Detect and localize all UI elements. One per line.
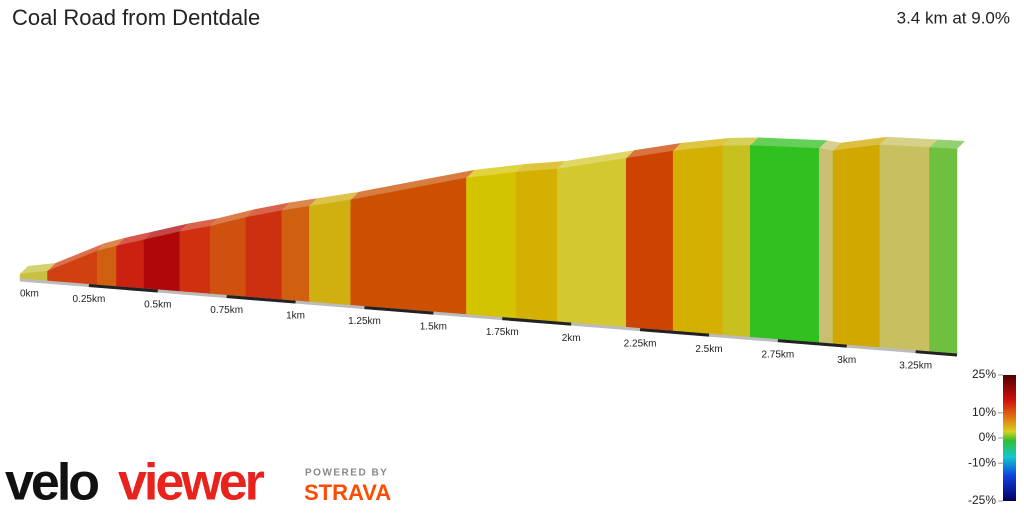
subtitle: 3.4 km at 9.0%: [897, 8, 1010, 27]
tick-band: [915, 350, 958, 357]
gradient-segment: [832, 144, 881, 350]
top-face: [673, 137, 731, 151]
x-tick-label: 0.5km: [144, 300, 171, 311]
logo-viewer: viewer: [118, 454, 265, 512]
gradient-segment: [143, 231, 181, 294]
top-face: [557, 150, 635, 169]
tick-band: [364, 306, 434, 315]
gradient-segment: [116, 239, 145, 291]
top-face: [722, 137, 759, 146]
tick-band: [502, 317, 572, 326]
x-tick-label: 3.25km: [899, 360, 932, 371]
x-tick-label: 0.75km: [210, 305, 243, 316]
x-tick-label: 2.25km: [624, 338, 657, 349]
x-tick-label: 1.25km: [348, 316, 381, 327]
gradient-segment: [350, 177, 467, 317]
strava-logo: STRAVA: [304, 480, 391, 505]
gradient-segment: [309, 199, 351, 307]
top-face: [929, 139, 965, 149]
top-face: [750, 137, 828, 149]
top-face: [47, 242, 106, 272]
top-face: [97, 238, 125, 251]
gradient-segment: [879, 144, 930, 354]
top-face: [466, 164, 525, 178]
top-face: [116, 231, 153, 247]
gradient-segment: [626, 150, 674, 333]
gradient-segment: [209, 217, 247, 299]
top-face: [309, 191, 359, 207]
gradient-segment: [722, 145, 751, 339]
colorbar-label: 0%: [979, 430, 997, 444]
gradient-segment: [466, 171, 517, 320]
gradient-segment: [672, 145, 723, 337]
tick-band: [639, 328, 710, 337]
top-face: [20, 263, 56, 274]
x-tick-label: 2.75km: [761, 349, 794, 360]
top-face: [350, 169, 475, 200]
top-face: [179, 218, 219, 232]
x-tick-label: 0.25km: [72, 294, 105, 305]
top-face: [281, 198, 318, 211]
top-face: [879, 136, 938, 148]
gradient-segment: [750, 145, 820, 345]
top-face: [516, 160, 566, 173]
x-tick-label: 2.5km: [695, 344, 722, 355]
x-tick-label: 3km: [837, 355, 856, 366]
gradient-segment: [515, 168, 558, 324]
gradient-segment: [929, 147, 958, 356]
gradient-segment: [818, 148, 834, 346]
x-tick-label: 2km: [562, 333, 581, 344]
top-face: [819, 140, 841, 151]
top-face: [626, 142, 682, 159]
colorbar-label: 25%: [972, 367, 996, 381]
top-face: [832, 136, 888, 151]
gradient-segment: [179, 225, 211, 296]
powered-by: POWERED BY: [305, 468, 388, 479]
colorbar-label: 10%: [972, 405, 996, 419]
gradient-segment: [557, 157, 627, 329]
x-tick-label: 1km: [286, 311, 305, 322]
x-tick-label: 0km: [20, 289, 39, 300]
colorbar: [1003, 375, 1016, 501]
tick-band: [777, 339, 847, 348]
tick-band: [88, 284, 158, 293]
gradient-segment: [281, 205, 310, 304]
top-face: [210, 209, 254, 227]
colorbar-label: -10%: [968, 455, 996, 469]
top-face: [245, 202, 290, 218]
gradient-segment: [96, 245, 117, 288]
logo-velo: velo: [5, 454, 98, 512]
colorbar-label: -25%: [968, 493, 996, 507]
gradient-segment: [245, 210, 283, 302]
x-tick-label: 1.5km: [420, 322, 447, 333]
tick-band: [226, 295, 296, 304]
title: Coal Road from Dentdale: [12, 5, 260, 30]
x-tick-label: 1.75km: [486, 327, 519, 338]
top-face: [144, 223, 188, 240]
